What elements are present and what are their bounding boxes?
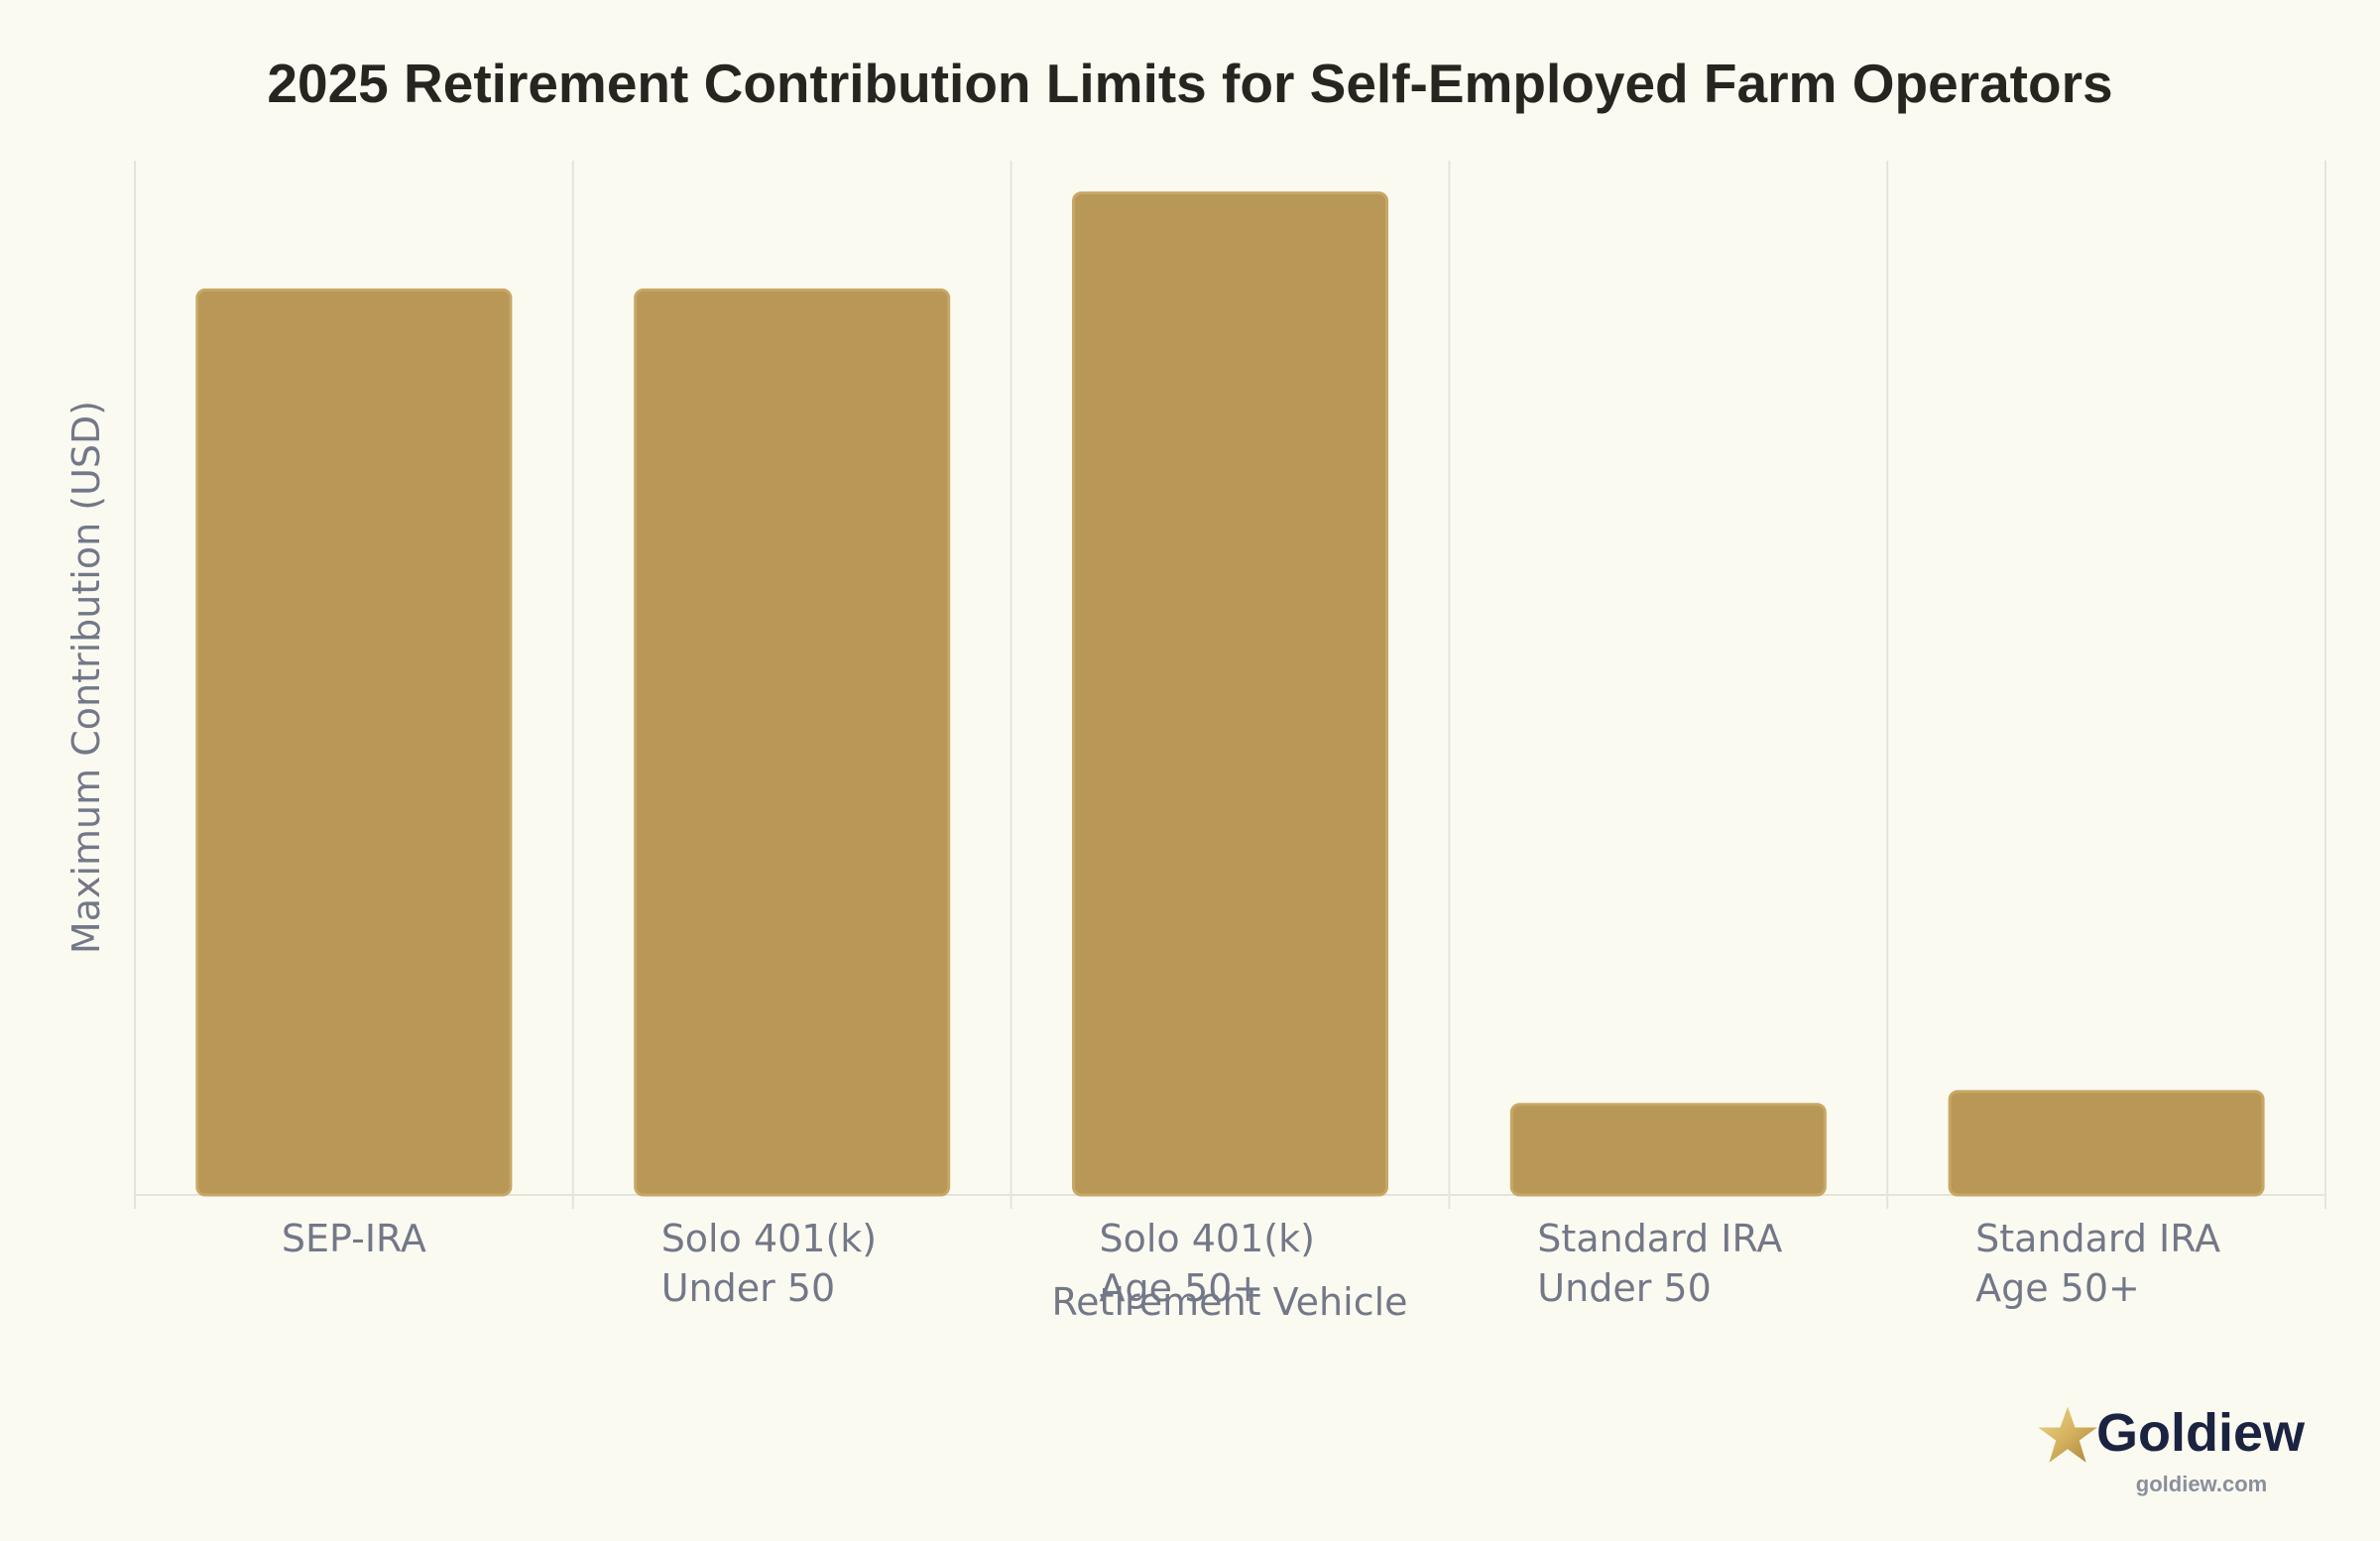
brand-url: goldiew.com [2135, 1472, 2268, 1496]
x-tick-labels: SEP-IRA Solo 401(k) Under 50 Solo 401(k) Age… [282, 1217, 2220, 1310]
x-tick-label: Solo 401(k) Age 50+ [1100, 1217, 1315, 1310]
bar [195, 288, 513, 1197]
bar-chart: SEP-IRA Solo 401(k) Under 50 Solo 401(k) Age… [64, 161, 2326, 1324]
bar [1509, 1103, 1827, 1197]
x-tick-label: Solo 401(k) Under 50 [661, 1217, 877, 1310]
star-icon [2038, 1406, 2097, 1463]
x-tick-label: Standard IRA Under 50 [1537, 1217, 1782, 1310]
brand-name: Goldiew [2096, 1403, 2306, 1463]
brand-logo: Goldiew goldiew.com [2023, 1400, 2340, 1509]
x-axis-title: Retirement Vehicle [1051, 1280, 1407, 1324]
bars [195, 191, 2265, 1197]
x-tick-label: SEP-IRA [282, 1217, 426, 1260]
bar [634, 288, 951, 1197]
bar [1072, 191, 1388, 1197]
x-tick-label: Standard IRA Age 50+ [1975, 1217, 2220, 1310]
chart-title: 2025 Retirement Contribution Limits for … [267, 53, 2113, 114]
bar [1948, 1090, 2265, 1197]
y-axis-title: Maximum Contribution (USD) [64, 401, 108, 954]
